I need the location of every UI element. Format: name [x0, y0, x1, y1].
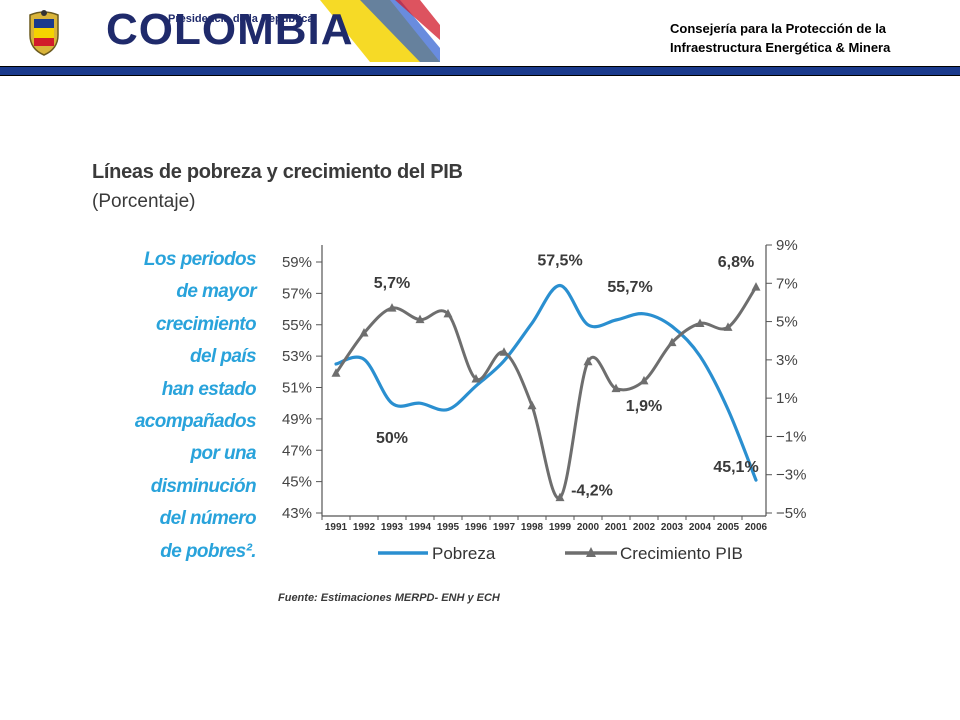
side-note-line: del número	[159, 508, 257, 530]
left-tick-label: 59%	[282, 254, 312, 271]
pib-point-marker	[359, 328, 369, 337]
data-label: 55,7%	[607, 279, 652, 296]
right-tick-label: −1%	[776, 428, 806, 445]
data-label: 45,1%	[713, 459, 758, 476]
left-tick-label: 43%	[282, 505, 312, 522]
data-label: 1,9%	[626, 398, 662, 415]
x-tick-label: 1998	[521, 522, 544, 533]
side-note-line: han estado	[161, 378, 257, 400]
data-label: 57,5%	[537, 253, 582, 270]
x-tick-label: 2000	[577, 522, 600, 533]
flag-stripe-icon	[320, 0, 440, 62]
header-divider	[0, 66, 960, 76]
pib-point-marker	[555, 492, 565, 502]
left-tick-label: 51%	[282, 380, 312, 397]
pib-point-marker	[387, 303, 397, 312]
left-tick-label: 53%	[282, 348, 312, 365]
pib-point-marker	[527, 400, 537, 410]
right-tick-label: 1%	[776, 390, 798, 407]
pib-point-marker	[415, 314, 425, 324]
side-note-line: crecimiento	[155, 313, 257, 335]
x-tick-label: 1994	[409, 522, 432, 533]
legend-label-pib: Crecimiento PIB	[620, 544, 743, 563]
side-note: Los periodos de mayor crecimiento del pa…	[110, 244, 257, 568]
side-note-line: por una	[190, 443, 257, 465]
x-tick-label: 2002	[633, 522, 656, 533]
side-note-line: de mayor	[176, 281, 256, 303]
data-label: 5,7%	[374, 275, 410, 292]
x-tick-label: 1992	[353, 522, 376, 533]
logo-subtitle: Presidencia de la República	[168, 13, 314, 25]
x-tick-label: 2003	[661, 522, 684, 533]
x-tick-label: 2005	[717, 522, 740, 533]
header: Presidencia de la República COLOMBIA Con…	[0, 0, 960, 66]
x-tick-label: 1996	[465, 522, 488, 533]
right-tick-label: 9%	[776, 237, 798, 254]
right-tick-label: 5%	[776, 314, 798, 331]
pib-point-marker	[471, 374, 481, 383]
legend-marker-pib	[586, 547, 596, 557]
x-tick-label: 1991	[325, 522, 348, 533]
pib-point-marker	[639, 375, 649, 385]
series-line-pib	[334, 285, 758, 500]
logo-wordmark: COLOMBIA	[106, 5, 354, 54]
x-tick-label: 1999	[549, 522, 572, 533]
right-tick-label: 7%	[776, 275, 798, 292]
chart-subtitle: (Porcentaje)	[92, 191, 196, 212]
pib-point-marker	[499, 347, 509, 356]
pib-point-marker	[723, 322, 733, 331]
x-tick-label: 1997	[493, 522, 516, 533]
x-tick-label: 2006	[745, 522, 768, 533]
pib-point-marker	[611, 383, 621, 393]
pib-point-marker	[751, 282, 761, 291]
series-line-pobreza	[334, 283, 758, 482]
data-label: 50%	[376, 430, 408, 447]
chart-title: Líneas de pobreza y crecimiento del PIB	[92, 161, 463, 183]
right-tick-label: 3%	[776, 352, 798, 369]
x-tick-label: 2001	[605, 522, 628, 533]
right-tick-label: −5%	[776, 505, 806, 522]
x-tick-label: 1995	[437, 522, 460, 533]
pib-point-marker	[583, 356, 593, 366]
side-note-line: Los periodos	[143, 249, 257, 270]
x-tick-label: 2004	[689, 522, 712, 533]
department-name: Consejería para la Protección de la Infr…	[670, 19, 890, 57]
left-tick-label: 49%	[282, 411, 312, 428]
side-note-line: de pobres².	[160, 540, 256, 562]
x-tick-label: 1993	[381, 522, 404, 533]
department-line-2: Infraestructura Energética & Minera	[670, 40, 891, 55]
side-note-line: disminución	[150, 475, 257, 497]
left-tick-label: 55%	[282, 317, 312, 334]
department-line-1: Consejería para la Protección de la	[670, 21, 887, 36]
data-label: -4,2%	[571, 483, 613, 500]
pib-point-marker	[331, 368, 341, 377]
side-note-line: del país	[190, 346, 257, 368]
coat-of-arms-icon	[29, 10, 59, 56]
pib-point-marker	[667, 337, 677, 347]
pib-point-marker	[695, 318, 705, 327]
legend-label-pobreza: Pobreza	[432, 544, 496, 563]
left-tick-label: 47%	[282, 442, 312, 459]
chart-source: Fuente: Estimaciones MERPD- ENH y ECH	[278, 592, 500, 604]
left-tick-label: 45%	[282, 474, 312, 491]
data-label: 6,8%	[718, 254, 754, 271]
left-tick-label: 57%	[282, 285, 312, 302]
right-tick-label: −3%	[776, 467, 806, 484]
pib-point-marker	[443, 308, 453, 318]
side-note-line: acompañados	[134, 411, 257, 433]
